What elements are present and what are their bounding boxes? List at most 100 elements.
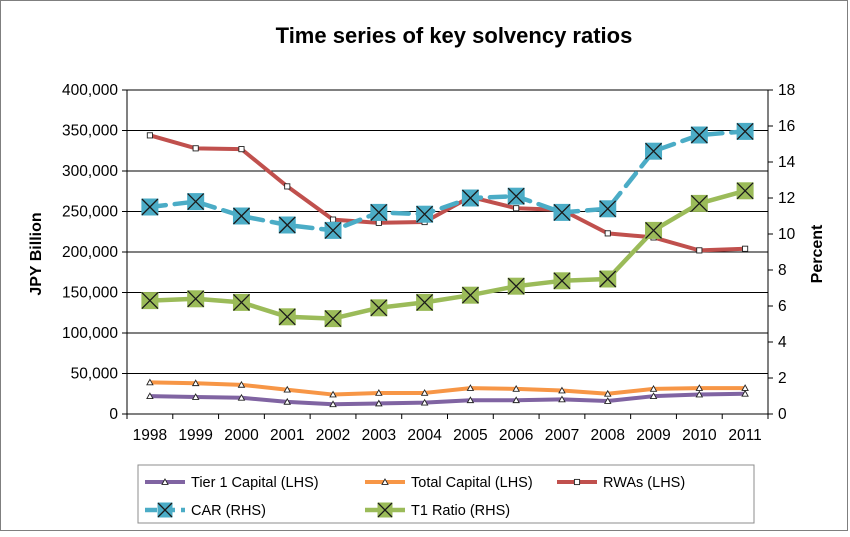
data-point [370,203,388,221]
data-point [161,478,169,485]
x-tick-label: 1998 [133,427,167,444]
data-point [466,396,475,404]
x-axis-ticks: 1998 1999 2000 2001 2002 2003 2004 2005 2006 2007… [126,414,769,444]
data-point [238,146,245,153]
legend-label: CAR (RHS) [191,503,266,519]
data-point [603,389,612,397]
data-point-cross [690,194,708,212]
legend-box [137,464,755,524]
data-point [690,194,708,212]
data-point-cross [416,293,434,311]
data-point [187,290,205,308]
data-point [466,384,475,391]
series-0 [146,389,749,408]
data-point [232,207,250,225]
data-point [695,384,704,391]
right-tick-label: 14 [778,154,796,171]
data-point-cross [377,502,393,518]
data-point-cross [278,216,296,234]
data-point [507,277,525,295]
data-point [649,392,658,400]
x-tick-label: 2006 [499,427,533,444]
legend-label: T1 Ratio (RHS) [411,503,510,519]
data-point [375,389,383,396]
data-point [375,219,382,226]
data-point-cross [187,193,205,211]
data-point [416,293,434,311]
x-tick-label: 2000 [224,427,259,444]
data-point [461,189,479,207]
data-point [645,221,663,239]
data-point [146,378,154,386]
data-point [649,384,658,392]
data-point [599,270,617,288]
data-point [141,198,159,216]
data-point [329,216,337,223]
x-tick-label: 2008 [591,427,625,444]
right-tick-label: 12 [778,190,795,207]
data-point [741,384,749,391]
data-point-cross [157,502,173,518]
data-point [324,310,342,328]
data-point-cross [690,126,708,144]
data-point [741,389,749,397]
left-tick-label: 200,000 [62,244,118,261]
legend-item: Total Capital (LHS) [365,475,533,491]
data-point [603,397,612,404]
data-point [558,395,566,403]
data-point-cross [187,290,205,308]
legend-label: Tier 1 Capital (LHS) [191,475,319,491]
data-point [416,205,434,223]
data-point-cross [278,308,296,326]
data-point [553,272,571,290]
data-point-cross [141,198,159,216]
data-point [278,308,296,326]
series-line [147,391,748,407]
data-point [237,380,246,388]
series-line [147,380,748,397]
data-point-cross [507,187,525,205]
data-point [375,399,383,407]
data-point-cross [461,189,479,207]
data-point [513,205,520,212]
data-point-cross [324,221,342,239]
x-tick-label: 2004 [407,427,442,444]
series-4 [141,182,754,328]
data-point [187,193,205,211]
data-point [420,398,429,406]
data-point-cross [233,293,250,311]
data-point [736,122,754,140]
data-point [192,145,199,152]
data-point-cross [553,203,571,221]
right-tick-label: 18 [778,82,795,99]
data-point-cross [507,277,525,295]
right-tick-label: 8 [778,262,787,279]
data-point [695,390,704,398]
data-point [690,126,708,144]
data-point [329,400,337,408]
data-point [157,502,173,518]
data-point [736,182,754,200]
data-point-cross [599,270,617,288]
data-point [573,478,581,486]
left-tick-label: 100,000 [62,325,118,342]
data-point [284,183,291,190]
legend-label: Total Capital (LHS) [411,475,533,491]
right-tick-label: 10 [778,226,796,243]
gridlines [127,89,768,374]
data-point [604,230,611,237]
right-axis-ticks: 0 2 4 6 8 10 12 14 16 18 [768,82,796,423]
left-tick-label: 150,000 [62,285,118,302]
left-axis-ticks: 0 50,000 100,000 150,000 200,000 250,000 300,0… [62,82,127,423]
data-point [696,247,703,254]
data-point-cross [324,310,342,328]
right-tick-label: 2 [778,370,787,387]
right-tick-label: 6 [778,298,787,315]
series-1 [146,378,749,398]
data-point [742,245,749,252]
data-point-cross [645,142,662,160]
data-point [370,299,388,317]
x-tick-label: 2009 [636,427,670,444]
